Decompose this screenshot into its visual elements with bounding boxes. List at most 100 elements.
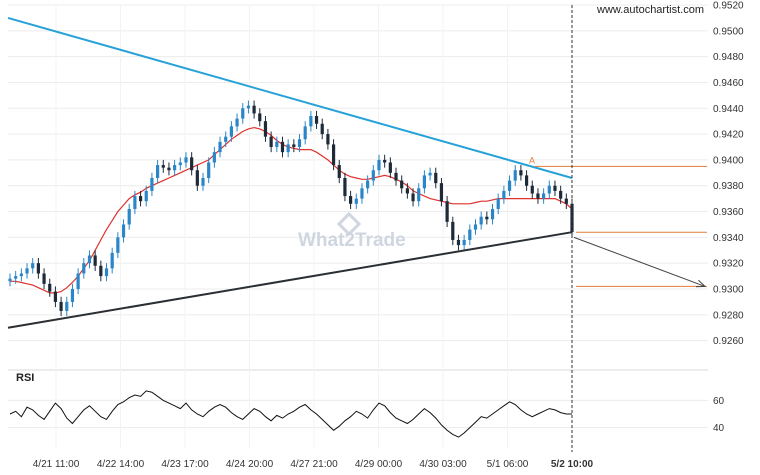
candlestick [14, 270, 18, 284]
candlestick [218, 136, 222, 158]
candle-body [417, 188, 421, 202]
candle-body [564, 198, 568, 204]
candle-body [104, 268, 109, 277]
candle-body [536, 193, 540, 199]
moving-average-line [10, 126, 573, 294]
candlestick [133, 190, 137, 215]
candlestick [280, 136, 285, 158]
candle-body [559, 190, 563, 199]
candle-body [235, 118, 239, 127]
candle-body [502, 190, 506, 199]
candlestick [110, 247, 114, 274]
candle-body [524, 175, 529, 186]
candle-body [513, 170, 517, 181]
candlestick [524, 170, 529, 191]
support-trendline [7, 231, 573, 329]
price-tick-label: 0.9260 [713, 336, 744, 347]
candle-body [173, 165, 177, 171]
time-tick-label: 4/27 21:00 [290, 459, 338, 470]
candlestick [394, 167, 398, 186]
candle-body [138, 196, 143, 202]
resistance-trendline [7, 16, 573, 179]
time-tick-label: 5/2 10:00 [551, 459, 594, 470]
moving-average-layer [10, 126, 573, 294]
candle-body [116, 237, 120, 253]
candlestick [331, 139, 336, 171]
candle-body [99, 265, 103, 277]
candle-body [479, 216, 483, 225]
candle-body [14, 276, 18, 279]
price-tick-label: 0.9300 [713, 285, 744, 296]
candle-body [82, 263, 86, 274]
candlestick [383, 154, 387, 168]
candlestick [224, 131, 228, 147]
candlestick [42, 268, 46, 289]
candlestick [564, 193, 568, 209]
candlestick [138, 190, 143, 207]
price-tick-label: 0.9500 [713, 26, 744, 37]
candle-body [434, 172, 438, 184]
candle-body [462, 239, 466, 246]
candlestick [53, 286, 58, 308]
candle-body [212, 152, 216, 163]
candlestick [422, 170, 427, 194]
time-tick-label: 4/24 20:00 [226, 459, 274, 470]
candle-body [354, 198, 358, 204]
candlestick [559, 185, 563, 204]
candlestick [297, 134, 302, 153]
candles-layer [8, 100, 574, 317]
candle-body [400, 180, 404, 189]
candle-body [8, 278, 12, 282]
candlestick [258, 108, 262, 127]
candlestick [161, 159, 165, 173]
candle-body [269, 136, 273, 147]
candlestick [536, 188, 540, 204]
candle-body [394, 172, 398, 181]
candlestick [479, 211, 483, 230]
candle-body [190, 157, 194, 171]
candle-body [167, 167, 171, 171]
price-tick-label: 0.9380 [713, 181, 744, 192]
price-tick-label: 0.9440 [713, 104, 744, 115]
candlestick [87, 250, 92, 269]
candlestick [468, 224, 472, 246]
candlestick [65, 296, 69, 317]
candlestick [195, 165, 199, 191]
candle-body [93, 255, 97, 266]
candlestick [553, 180, 557, 197]
brand-watermark: What2Trade [298, 230, 406, 251]
candle-body [42, 273, 46, 284]
time-axis: 4/21 11:00 4/22 14:00 4/23 17:00 4/24 20:00… [33, 459, 594, 470]
candle-body [496, 198, 500, 209]
candle-body [405, 188, 409, 194]
time-tick-label: 5/1 06:00 [487, 459, 529, 470]
candle-body [314, 116, 319, 124]
candlestick [246, 100, 251, 114]
candlestick [417, 183, 421, 207]
candle-body [542, 193, 546, 199]
rsi-line [9, 390, 572, 438]
candle-body [366, 180, 370, 189]
site-watermark: www.autochartist.com [596, 4, 704, 16]
candlestick [48, 278, 52, 297]
candle-body [110, 252, 114, 269]
candlestick [354, 193, 358, 209]
candlestick [99, 260, 103, 282]
candlestick [326, 128, 330, 150]
candle-body [133, 196, 137, 209]
candlestick [229, 121, 233, 142]
candlestick [286, 139, 290, 158]
candle-body [326, 134, 330, 145]
candle-body [258, 113, 262, 122]
candle-body [297, 139, 302, 147]
candle-body [553, 185, 557, 191]
candlestick [275, 136, 279, 153]
candlestick [434, 167, 438, 189]
candle-body [280, 141, 285, 153]
candle-body [31, 263, 35, 269]
price-tick-label: 0.9320 [713, 259, 744, 270]
rsi-panel [9, 390, 572, 438]
candlestick [428, 167, 432, 181]
candle-body [468, 229, 472, 240]
candlestick [31, 258, 35, 274]
